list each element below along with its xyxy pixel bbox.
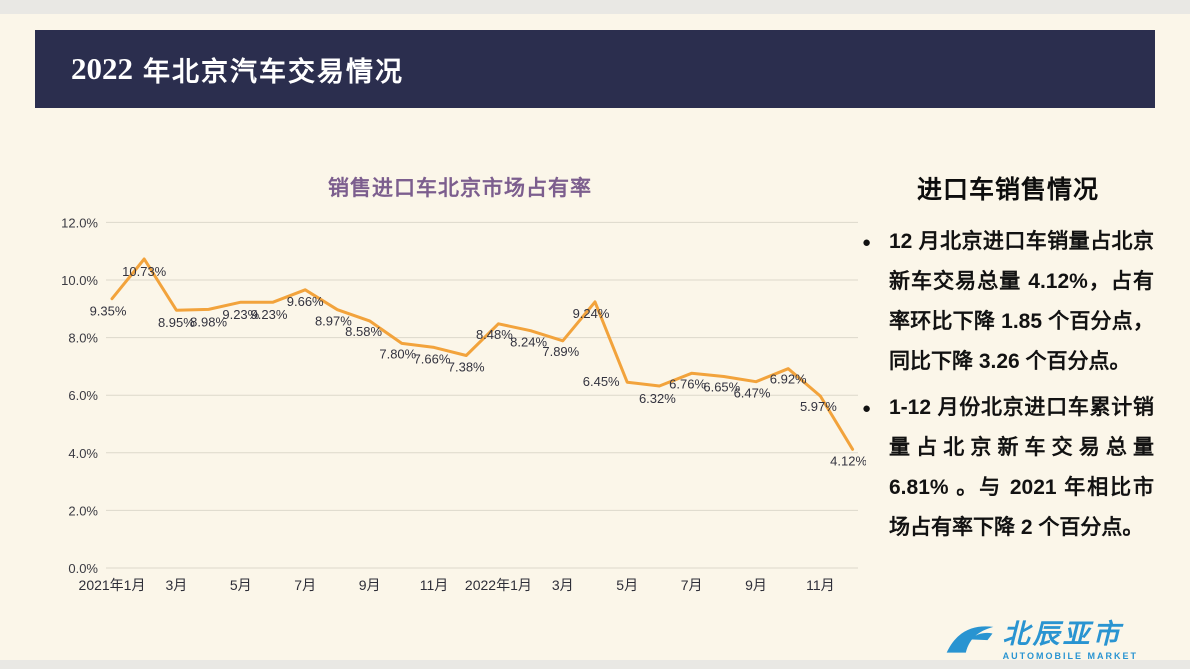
- logo-text: 北辰亚市 AUTOMOBILE MARKET: [1002, 619, 1138, 662]
- summary-bullet-list: 12 月北京进口车销量占北京新车交易总量 4.12%，占有率环比下降 1.85 …: [862, 222, 1154, 548]
- y-tick-label: 4.0%: [68, 446, 98, 461]
- x-tick-label: 5月: [616, 577, 638, 593]
- logo-name: 北辰亚市: [1002, 619, 1123, 649]
- chart-canvas: 0.0% 2.0% 4.0% 6.0% 8.0% 10.0% 12.0% 2021年1月 3月 5…: [61, 215, 867, 593]
- logo-swoosh-icon: [946, 626, 993, 653]
- data-point-label: 8.97%: [315, 314, 352, 329]
- x-tick-label: 11月: [420, 577, 449, 593]
- summary-bullet-2: 1-12 月份北京进口车累计销量占北京新车交易总量 6.81% 。与 2021 …: [862, 388, 1154, 548]
- data-point-label: 9.35%: [90, 304, 127, 319]
- y-tick-label: 10.0%: [61, 273, 98, 288]
- data-point-label: 4.12%: [830, 453, 866, 468]
- data-point-label: 7.80%: [379, 346, 416, 361]
- data-point-label: 6.65%: [703, 379, 740, 394]
- data-point-label: 9.23%: [251, 307, 288, 322]
- data-point-label: 6.47%: [734, 386, 771, 401]
- x-tick-label: 2021年1月: [79, 577, 146, 593]
- data-point-label: 6.92%: [770, 372, 807, 387]
- x-tick-label: 3月: [166, 577, 188, 593]
- data-point-label: 8.58%: [345, 324, 382, 339]
- logo-subtitle: AUTOMOBILE MARKET: [1002, 651, 1138, 661]
- chart-title: 销售进口车北京市场占有率: [328, 177, 592, 200]
- data-point-label: 6.45%: [583, 374, 620, 389]
- data-point-label: 9.66%: [287, 294, 324, 309]
- x-tick-label: 7月: [681, 577, 703, 593]
- summary-bullet-1: 12 月北京进口车销量占北京新车交易总量 4.12%，占有率环比下降 1.85 …: [862, 222, 1154, 382]
- data-point-label: 8.98%: [190, 314, 227, 329]
- x-tick-label: 7月: [294, 577, 316, 593]
- summary-panel: 进口车销售情况 12 月北京进口车销量占北京新车交易总量 4.12%，占有率环比…: [862, 170, 1154, 554]
- data-point-label: 7.89%: [542, 344, 579, 359]
- x-tick-label: 11月: [806, 577, 835, 593]
- data-point-label: 6.76%: [669, 376, 706, 391]
- summary-heading: 进口车销售情况: [916, 176, 1099, 204]
- y-tick-label: 6.0%: [68, 388, 98, 403]
- header-bar: 2022 年北京汽车交易情况: [35, 30, 1155, 108]
- data-point-label: 10.73%: [122, 264, 167, 279]
- y-tick-label: 0.0%: [68, 561, 98, 576]
- data-point-label: 5.97%: [800, 399, 837, 414]
- trend-line: [110, 257, 855, 451]
- page-title: 年北京汽车交易情况: [143, 56, 404, 87]
- data-point-label: 8.95%: [158, 315, 195, 330]
- data-point-label: 9.23%: [222, 307, 259, 322]
- x-tick-label: 9月: [745, 577, 767, 593]
- data-point-label: 9.24%: [573, 306, 610, 321]
- data-point-label: 8.48%: [476, 327, 513, 342]
- x-tick-label: 9月: [359, 577, 381, 593]
- data-point-label: 7.66%: [414, 351, 451, 366]
- data-point-label: 8.24%: [510, 335, 547, 350]
- x-tick-label: 5月: [230, 577, 252, 593]
- company-logo: 北辰亚市 AUTOMOBILE MARKET: [945, 621, 1138, 661]
- y-tick-label: 8.0%: [68, 331, 98, 346]
- header-year: 2022: [71, 51, 133, 86]
- x-tick-label: 2022年1月: [465, 577, 532, 593]
- y-tick-label: 12.0%: [61, 215, 98, 230]
- x-tick-label: 3月: [552, 577, 574, 593]
- data-point-label: 7.38%: [448, 359, 485, 374]
- line-chart: 0.0% 2.0% 4.0% 6.0% 8.0% 10.0% 12.0% 2021年1月 3月 5…: [36, 192, 867, 607]
- data-point-label: 6.32%: [639, 391, 676, 406]
- y-tick-label: 2.0%: [68, 503, 98, 518]
